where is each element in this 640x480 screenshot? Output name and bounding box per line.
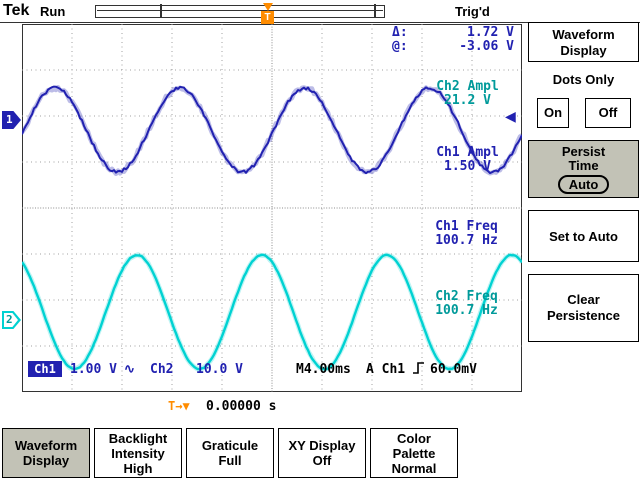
ch1-freq-value: 100.7 Hz: [435, 233, 498, 248]
ch1-position-marker: 1: [2, 111, 21, 129]
graticule-svg: [19, 24, 525, 392]
trigger-position-arrow-icon: [263, 3, 273, 11]
persist-time-value: Auto: [557, 175, 610, 194]
bm2-line2: Intensity: [111, 445, 165, 461]
bm5-line2: Palette: [392, 445, 436, 461]
delay-time-marker-icon: T→▼: [168, 399, 190, 413]
record-window-left-tick: [160, 4, 162, 17]
cursor-delta-value: 1.72 V: [467, 25, 514, 40]
dots-only-label: Dots Only: [552, 72, 615, 87]
ch2-freq-readout: Ch2 Freq 100.7 Hz: [418, 290, 515, 318]
ch1-ampl-label: Ch1 Ampl: [436, 145, 499, 160]
bm4-line1: XY Display: [288, 438, 356, 453]
ch1-freq-readout: Ch1 Freq 100.7 Hz: [418, 220, 515, 248]
cursor-at-value: -3.06 V: [459, 39, 514, 54]
acquisition-status: Run: [40, 4, 66, 19]
ch2-status-label: Ch2: [150, 362, 174, 377]
record-line: [97, 10, 383, 11]
ch2-scale-readout: 10.0 V: [196, 362, 243, 377]
clear-persistence-button[interactable]: Clear Persistence: [528, 274, 639, 342]
trigger-slope-rising-icon: [412, 361, 425, 380]
ch1-ampl-value: 1.50 V: [444, 159, 491, 174]
bm1-line2: Display: [22, 453, 70, 468]
ch2-ampl-value: 21.2 V: [444, 93, 491, 108]
bottom-menu-waveform-display[interactable]: Waveform Display: [2, 428, 90, 478]
set-to-auto-button[interactable]: Set to Auto: [528, 210, 639, 262]
clear-line2: Persistence: [547, 308, 620, 323]
ch2-marker-number: 2: [6, 313, 13, 326]
cursor-delta-label: Δ:: [392, 25, 408, 40]
bm3-line2: Full: [218, 453, 242, 468]
bm1-line1: Waveform: [14, 438, 78, 453]
persist-line1: Persist: [561, 144, 606, 159]
tek-logo: Tek: [3, 2, 30, 19]
record-window-right-tick: [374, 4, 376, 17]
trigger-source-readout: A Ch1: [366, 362, 406, 377]
dots-only-off-button[interactable]: Off: [585, 98, 631, 128]
graticule: [19, 24, 525, 392]
ch1-marker-number: 1: [6, 113, 13, 126]
bm2-line1: Backlight: [108, 430, 168, 446]
ch1-marker-shape: [2, 111, 21, 129]
dots-only-on-button[interactable]: On: [537, 98, 569, 128]
bm4-line2: Off: [312, 453, 332, 468]
bm5-line3: Normal: [391, 460, 437, 476]
ch1-freq-label: Ch1 Freq: [435, 219, 498, 234]
persist-line2: Time: [568, 158, 599, 173]
ch2-trace: [21, 253, 523, 371]
ch1-scale-readout: 1.00 V: [70, 362, 117, 377]
cursor-at-label: @:: [392, 39, 408, 54]
bm2-line3: High: [123, 460, 153, 476]
ch2-marker-inner: [4, 313, 18, 327]
side-menu-title-line1: Waveform: [552, 27, 615, 42]
trigger-level-arrow-icon: ◀: [505, 108, 516, 124]
trigger-level-readout: 60.0mV: [430, 362, 477, 377]
bottom-menu-color-palette[interactable]: Color Palette Normal: [370, 428, 458, 478]
ch2-freq-label: Ch2 Freq: [435, 289, 498, 304]
set-to-auto-label: Set to Auto: [549, 228, 618, 244]
top-bar: Tek Run T Trig'd: [0, 0, 640, 24]
side-menu-title-line2: Display: [560, 43, 607, 58]
bottom-menu-backlight-intensity[interactable]: Backlight Intensity High: [94, 428, 182, 478]
grid-lines: [22, 24, 522, 392]
ch1-ampl-readout: Ch1 Ampl 1.50 V: [420, 146, 515, 174]
bm3-line1: Graticule: [201, 438, 259, 453]
record-view-bar: [95, 4, 385, 18]
ch2-ampl-readout: Ch2 Ampl 21.2 V: [420, 80, 515, 108]
persist-time-button[interactable]: Persist Time Auto: [528, 140, 639, 198]
bottom-menu-xy-display[interactable]: XY Display Off: [278, 428, 366, 478]
ch1-trace: [21, 85, 523, 175]
ch2-ampl-label: Ch2 Ampl: [436, 79, 499, 94]
bm5-line1: Color: [397, 430, 431, 446]
timebase-readout: M4.00ms: [296, 362, 351, 377]
ch2-position-marker: 2: [2, 311, 21, 329]
clear-line1: Clear: [567, 292, 600, 307]
side-menu-title: Waveform Display: [528, 22, 639, 62]
trigger-position-flag-icon: T: [261, 11, 274, 24]
ch2-freq-value: 100.7 Hz: [435, 303, 498, 318]
ch1-status-badge: Ch1: [28, 361, 62, 377]
ch1-coupling-icon: ∿: [124, 362, 135, 377]
trigger-status: Trig'd: [455, 4, 490, 19]
bottom-menu-graticule[interactable]: Graticule Full: [186, 428, 274, 478]
time-position-readout: 0.00000 s: [206, 399, 277, 414]
cursor-readout: Δ: 1.72 V @: -3.06 V: [392, 26, 514, 54]
